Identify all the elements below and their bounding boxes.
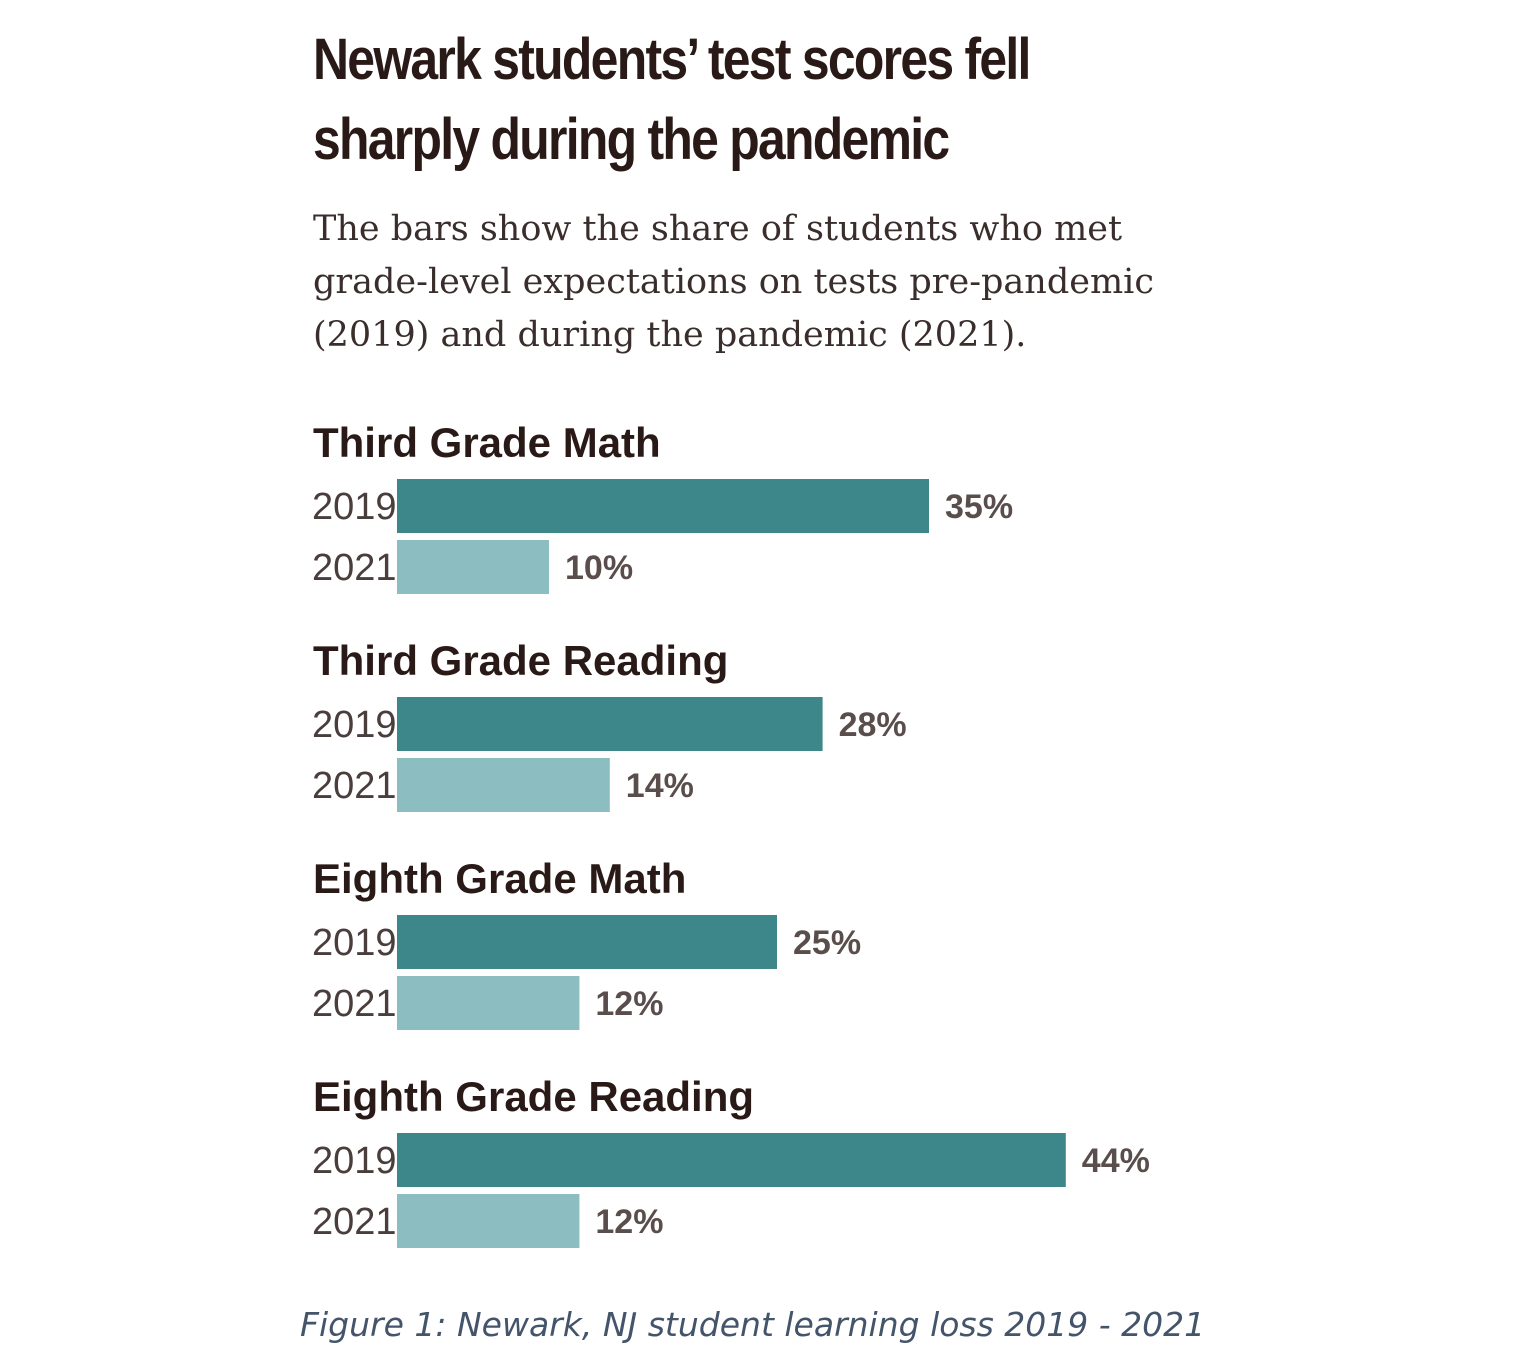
year-label: 2021 xyxy=(312,983,397,1025)
value-label: 14% xyxy=(626,767,694,805)
bar-2021 xyxy=(397,540,549,594)
year-label: 2021 xyxy=(312,547,397,589)
group-title: Eighth Grade Math xyxy=(313,855,686,902)
year-label: 2019 xyxy=(312,486,397,528)
bar-2019 xyxy=(397,915,777,969)
year-label: 2019 xyxy=(312,1140,397,1182)
bar-2019 xyxy=(397,697,823,751)
figure-caption: Figure 1: Newark, NJ student learning lo… xyxy=(300,1305,1206,1344)
value-label: 35% xyxy=(945,488,1013,526)
bar-2019 xyxy=(397,479,929,533)
bar-2021 xyxy=(397,758,610,812)
chart-title: Newark students’ test scores fell sharpl… xyxy=(313,27,1031,172)
value-label: 12% xyxy=(595,985,663,1023)
bar-2019 xyxy=(397,1133,1066,1187)
bar-2021 xyxy=(397,976,580,1030)
value-label: 10% xyxy=(565,549,633,587)
year-label: 2019 xyxy=(312,704,397,746)
value-label: 25% xyxy=(793,924,861,962)
year-label: 2021 xyxy=(312,1201,397,1243)
year-label: 2021 xyxy=(312,765,397,807)
group-title: Third Grade Math xyxy=(313,419,661,466)
group-title: Third Grade Reading xyxy=(313,637,728,684)
value-label: 28% xyxy=(839,706,907,744)
bar-2021 xyxy=(397,1194,580,1248)
year-label: 2019 xyxy=(312,922,397,964)
value-label: 44% xyxy=(1082,1142,1150,1180)
chart-subtitle: The bars show the share of students who … xyxy=(313,209,1154,355)
group-title: Eighth Grade Reading xyxy=(313,1073,754,1120)
value-label: 12% xyxy=(595,1203,663,1241)
